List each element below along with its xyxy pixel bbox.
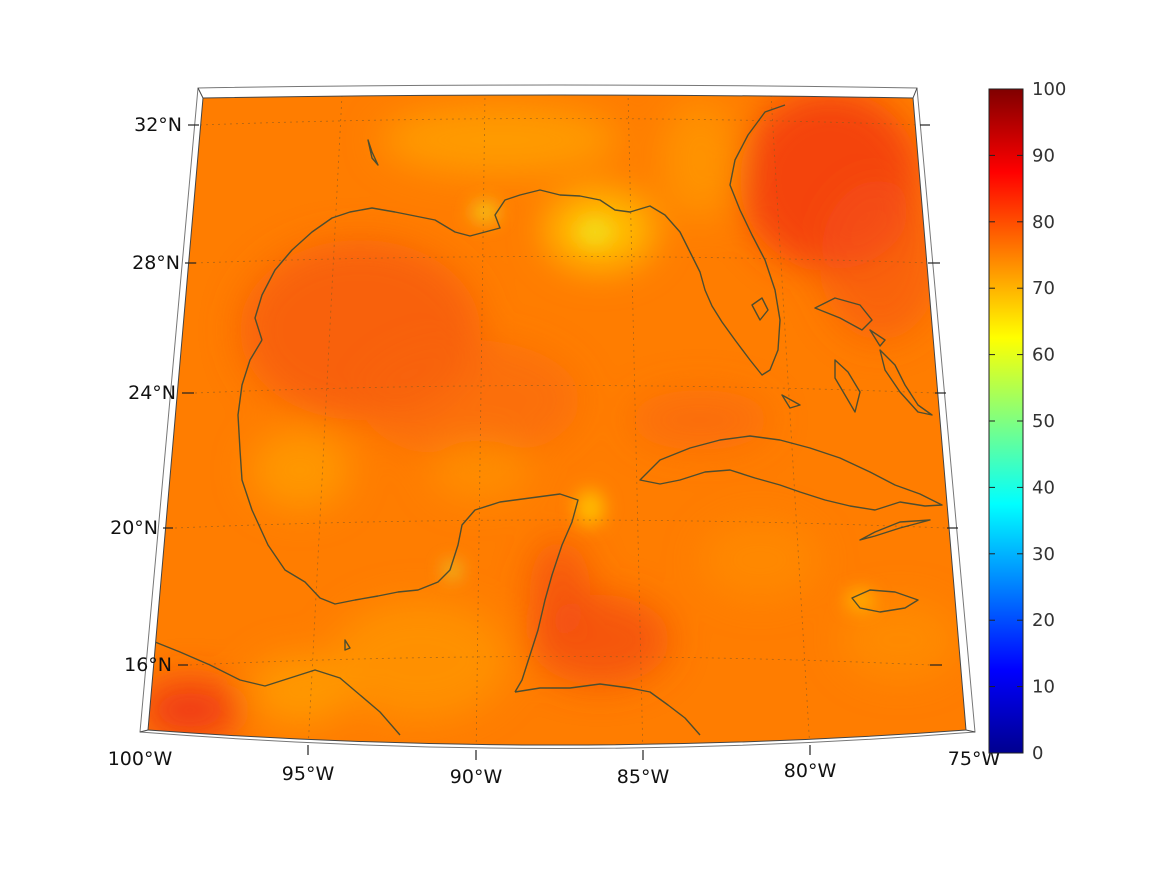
lon-label-75w: 75°W (948, 748, 1001, 770)
latitude-labels: 16°N 20°N 24°N 28°N 32°N (110, 114, 182, 676)
coastlines (149, 104, 943, 736)
lat-label-20n: 20°N (110, 517, 158, 539)
lat-label-32n: 32°N (134, 114, 182, 136)
graticule (174, 95, 946, 745)
colorbar-label: 80 (1032, 212, 1055, 233)
lon-label-85w: 85°W (617, 766, 670, 788)
colorbar: 0 10 20 30 40 50 60 70 80 90 100 (988, 79, 1066, 764)
colorbar-label: 0 (1032, 743, 1043, 764)
colorbar-label: 50 (1032, 411, 1055, 432)
map-frame (139, 84, 976, 749)
lon-label-90w: 90°W (450, 766, 503, 788)
lon-label-100w: 100°W (108, 748, 173, 770)
colorbar-label: 70 (1032, 278, 1055, 299)
colorbar-label: 90 (1032, 145, 1055, 166)
colorbar-labels: 0 10 20 30 40 50 60 70 80 90 100 (1032, 79, 1066, 764)
colorbar-label: 10 (1032, 677, 1055, 698)
colorbar-label: 40 (1032, 477, 1055, 498)
colorbar-label: 30 (1032, 544, 1055, 565)
colorbar-label: 60 (1032, 345, 1055, 366)
lat-label-24n: 24°N (128, 382, 176, 404)
longitude-labels: 100°W 95°W 90°W 85°W 80°W 75°W (108, 748, 1001, 788)
data-field (148, 95, 966, 745)
lon-label-95w: 95°W (282, 763, 335, 785)
lon-label-80w: 80°W (784, 760, 837, 782)
colorbar-ticks (989, 88, 1023, 754)
axis-tick-marks (163, 124, 958, 760)
lat-label-28n: 28°N (132, 252, 180, 274)
colorbar-label: 20 (1032, 610, 1055, 631)
lat-label-16n: 16°N (124, 654, 172, 676)
colorbar-label: 100 (1032, 79, 1066, 100)
